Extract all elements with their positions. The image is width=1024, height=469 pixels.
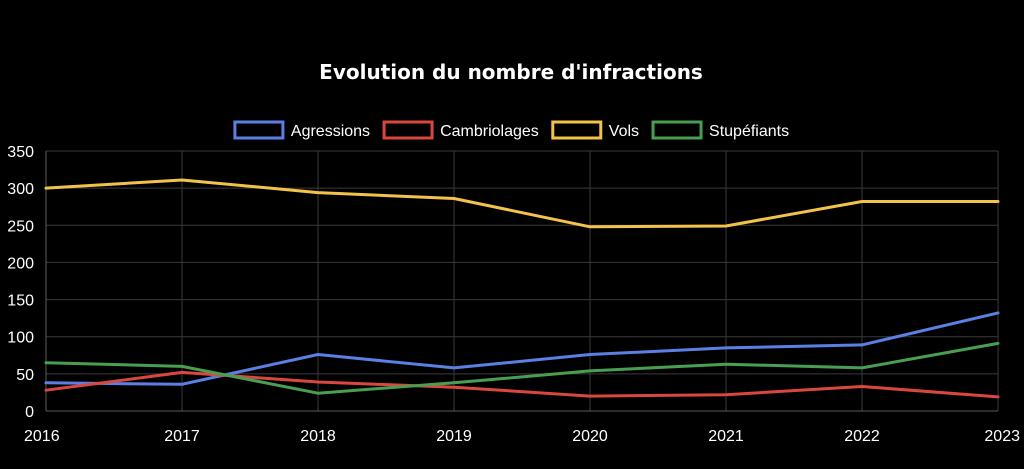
legend-label: Cambriolages xyxy=(440,123,539,140)
grid xyxy=(45,150,999,412)
series-line-agressions xyxy=(44,311,1000,386)
legend-swatch xyxy=(382,120,434,140)
y-tick-label: 300 xyxy=(7,181,34,198)
series-line-cambriolages xyxy=(44,370,1000,399)
legend-label: Agressions xyxy=(291,123,370,140)
x-tick-label: 2017 xyxy=(164,428,200,445)
series-group xyxy=(44,178,1000,399)
y-tick-label: 100 xyxy=(7,330,34,347)
x-tick-label: 2021 xyxy=(708,428,744,445)
y-tick-label: 250 xyxy=(7,218,34,235)
legend-label: Vols xyxy=(609,123,639,140)
legend-item-vols[interactable]: Vols xyxy=(551,120,639,140)
x-tick-label: 2022 xyxy=(844,428,880,445)
x-tick-label: 2020 xyxy=(572,428,608,445)
series-line-vols xyxy=(44,178,1000,229)
x-tick-label: 2016 xyxy=(24,428,60,445)
y-tick-label: 0 xyxy=(25,404,34,421)
y-tick-label: 350 xyxy=(7,144,34,161)
y-tick-label: 150 xyxy=(7,293,34,310)
x-axis: 2016 2017 2018 2019 2020 2021 2022 2023 xyxy=(24,428,1020,445)
legend-item-stupéfiants[interactable]: Stupéfiants xyxy=(651,120,789,140)
chart-title: Evolution du nombre d'infractions xyxy=(319,60,703,84)
series-line-stupéfiants xyxy=(44,341,1000,395)
y-tick-label: 200 xyxy=(7,255,34,272)
legend-label: Stupéfiants xyxy=(709,123,789,140)
legend-swatch xyxy=(651,120,703,140)
y-axis: 0 50 100 150 200 250 300 350 xyxy=(7,144,34,421)
legend: Agressions Cambriolages Vols Stupéfiants xyxy=(233,120,789,140)
legend-swatch xyxy=(233,120,285,140)
y-tick-label: 50 xyxy=(16,367,34,384)
legend-item-agressions[interactable]: Agressions xyxy=(233,120,370,140)
legend-item-cambriolages[interactable]: Cambriolages xyxy=(382,120,539,140)
x-tick-label: 2019 xyxy=(436,428,472,445)
legend-swatch xyxy=(551,120,603,140)
x-tick-label: 2023 xyxy=(984,428,1020,445)
x-tick-label: 2018 xyxy=(300,428,336,445)
